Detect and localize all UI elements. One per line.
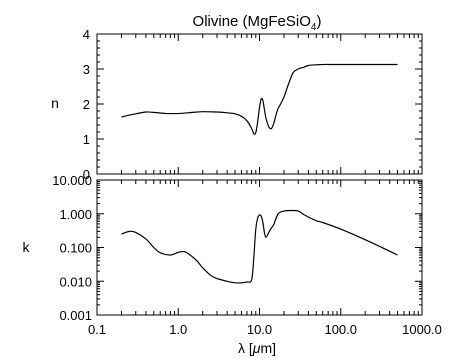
k-y-tick-label: 0.100 bbox=[59, 241, 92, 256]
chart-title: Olivine (MgFeSiO4) bbox=[193, 13, 322, 33]
n-y-tick-label: 3 bbox=[83, 62, 90, 77]
x-tick-label: 100.0 bbox=[324, 322, 357, 337]
k-y-tick-label: 10.000 bbox=[52, 173, 92, 188]
k-y-tick-labels: 0.001 0.010 0.100 1.000 10.000 bbox=[52, 173, 92, 323]
n-y-tick-label: 1 bbox=[83, 132, 90, 147]
n-y-tick-label: 2 bbox=[83, 97, 90, 112]
x-axis-label: λ [μm] bbox=[238, 340, 276, 356]
k-y-tick-label: 0.001 bbox=[59, 308, 92, 323]
n-series-line bbox=[122, 64, 398, 134]
x-tick-label: 1.0 bbox=[169, 322, 187, 337]
x-tick-label: 1000.0 bbox=[402, 322, 442, 337]
n-y-axis-label: n bbox=[51, 95, 59, 111]
k-axis-ticks bbox=[97, 180, 422, 315]
k-y-tick-label: 0.010 bbox=[59, 274, 92, 289]
k-y-axis-label: k bbox=[23, 239, 31, 255]
n-y-tick-label: 4 bbox=[83, 27, 90, 42]
k-x-tick-labels: 0.1 1.0 10.0 100.0 1000.0 bbox=[88, 322, 442, 337]
k-plot-frame bbox=[97, 180, 422, 315]
x-tick-label: 10.0 bbox=[247, 322, 272, 337]
k-series-line bbox=[122, 210, 398, 282]
k-y-tick-label: 1.000 bbox=[59, 207, 92, 222]
x-tick-label: 0.1 bbox=[88, 322, 106, 337]
